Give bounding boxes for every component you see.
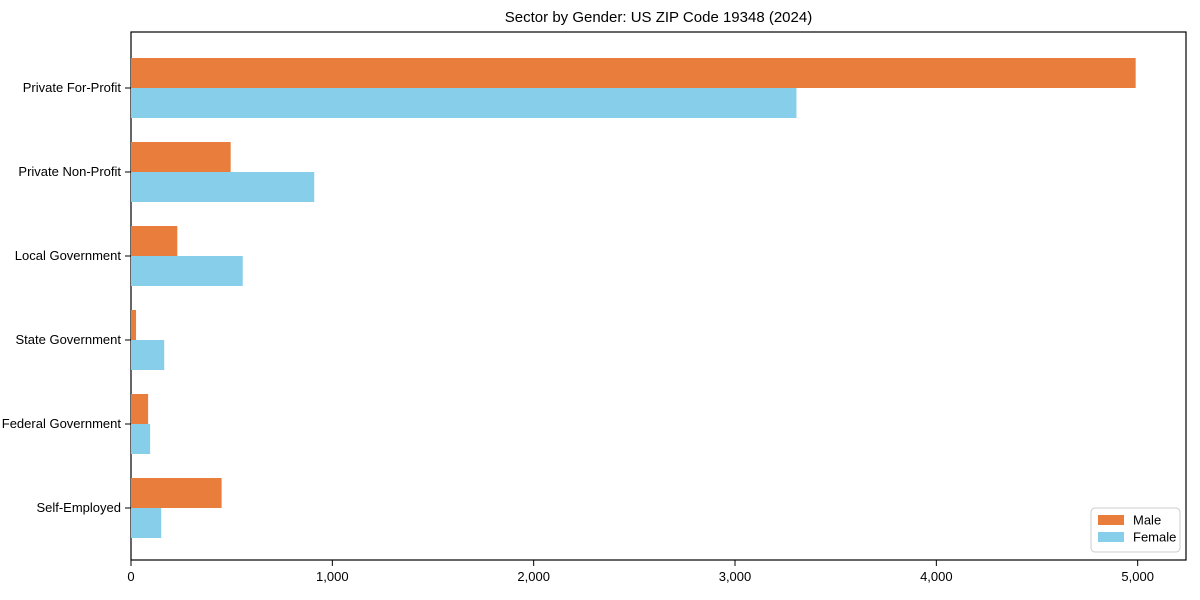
bar-male-3 — [131, 310, 137, 340]
bar-male-0 — [131, 58, 1136, 88]
x-tick-label: 5,000 — [1121, 569, 1154, 584]
bar-female-2 — [131, 256, 243, 286]
chart-title: Sector by Gender: US ZIP Code 19348 (202… — [504, 9, 813, 26]
bar-male-5 — [131, 478, 222, 508]
x-tick-label: 1,000 — [316, 569, 349, 584]
legend-swatch-male — [1098, 515, 1124, 525]
plot-border — [130, 31, 1187, 561]
y-tick-label: Private Non-Profit — [18, 164, 121, 179]
bar-female-1 — [131, 172, 315, 202]
y-tick-label: Local Government — [15, 248, 122, 263]
y-tick-label: Private For-Profit — [23, 80, 122, 95]
x-tick-label: 2,000 — [517, 569, 550, 584]
y-tick-label: Federal Government — [2, 416, 122, 431]
legend-swatch-female — [1098, 532, 1124, 542]
x-tick-label: 3,000 — [719, 569, 752, 584]
bar-male-2 — [131, 226, 178, 256]
legend-label-female: Female — [1133, 530, 1176, 545]
y-tick-label: Self-Employed — [36, 500, 121, 515]
bar-female-0 — [131, 88, 797, 118]
x-tick-label: 0 — [127, 569, 134, 584]
legend-label-male: Male — [1133, 513, 1161, 528]
bar-male-4 — [131, 394, 149, 424]
x-tick-label: 4,000 — [920, 569, 953, 584]
y-tick-label: State Government — [16, 332, 122, 347]
bar-female-4 — [131, 424, 151, 454]
bar-female-3 — [131, 340, 165, 370]
bar-male-1 — [131, 142, 231, 172]
bar-female-5 — [131, 508, 162, 538]
